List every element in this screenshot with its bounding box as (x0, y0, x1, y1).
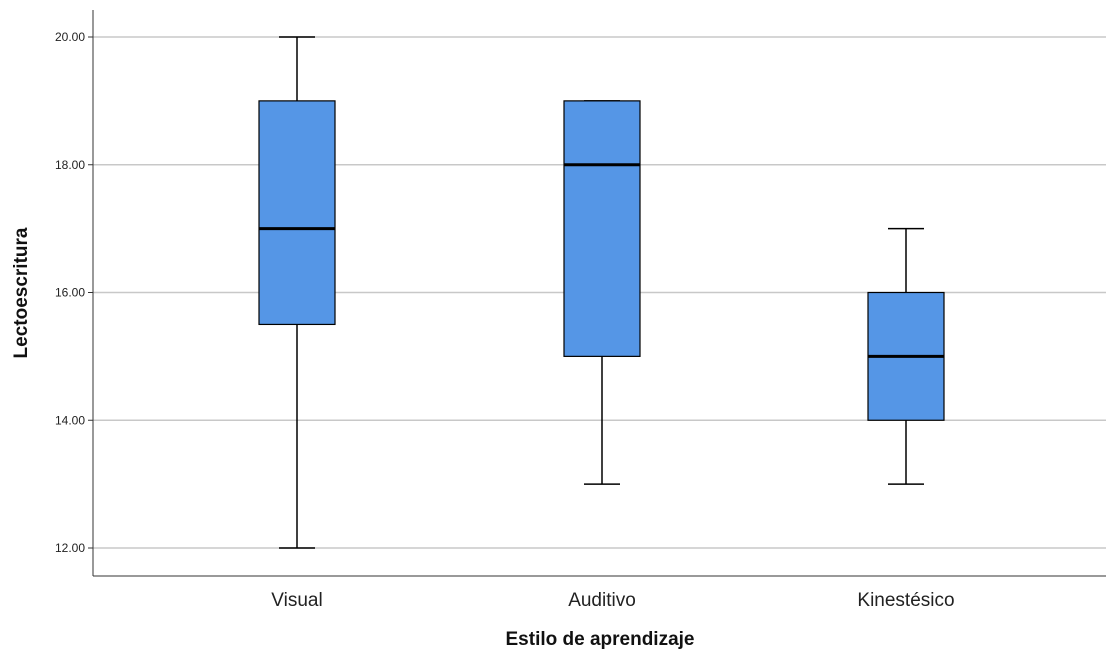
box-visual (258, 36, 336, 549)
x-category-label: Auditivo (568, 590, 636, 611)
y-tick-label: 20.00 (55, 30, 85, 44)
y-tick-label: 12.00 (55, 541, 85, 555)
box-kinestésico (867, 227, 945, 485)
y-tick-label: 14.00 (55, 413, 85, 427)
boxes (258, 36, 945, 549)
y-tick-label: 18.00 (55, 158, 85, 172)
y-axis-ticks: 12.00 14.00 16.00 18.00 20.00 (55, 30, 93, 555)
x-category-label: Visual (271, 590, 322, 611)
iqr-box (563, 100, 641, 357)
y-axis-title: Lectoescritura (11, 227, 32, 358)
x-category-label: Kinestésico (857, 590, 954, 611)
box-auditivo (563, 100, 641, 485)
x-axis-category-labels: Visual Auditivo Kinestésico (271, 590, 954, 611)
y-tick-label: 16.00 (55, 286, 85, 300)
x-axis-title: Estilo de aprendizaje (506, 629, 695, 650)
iqr-box (258, 100, 336, 326)
